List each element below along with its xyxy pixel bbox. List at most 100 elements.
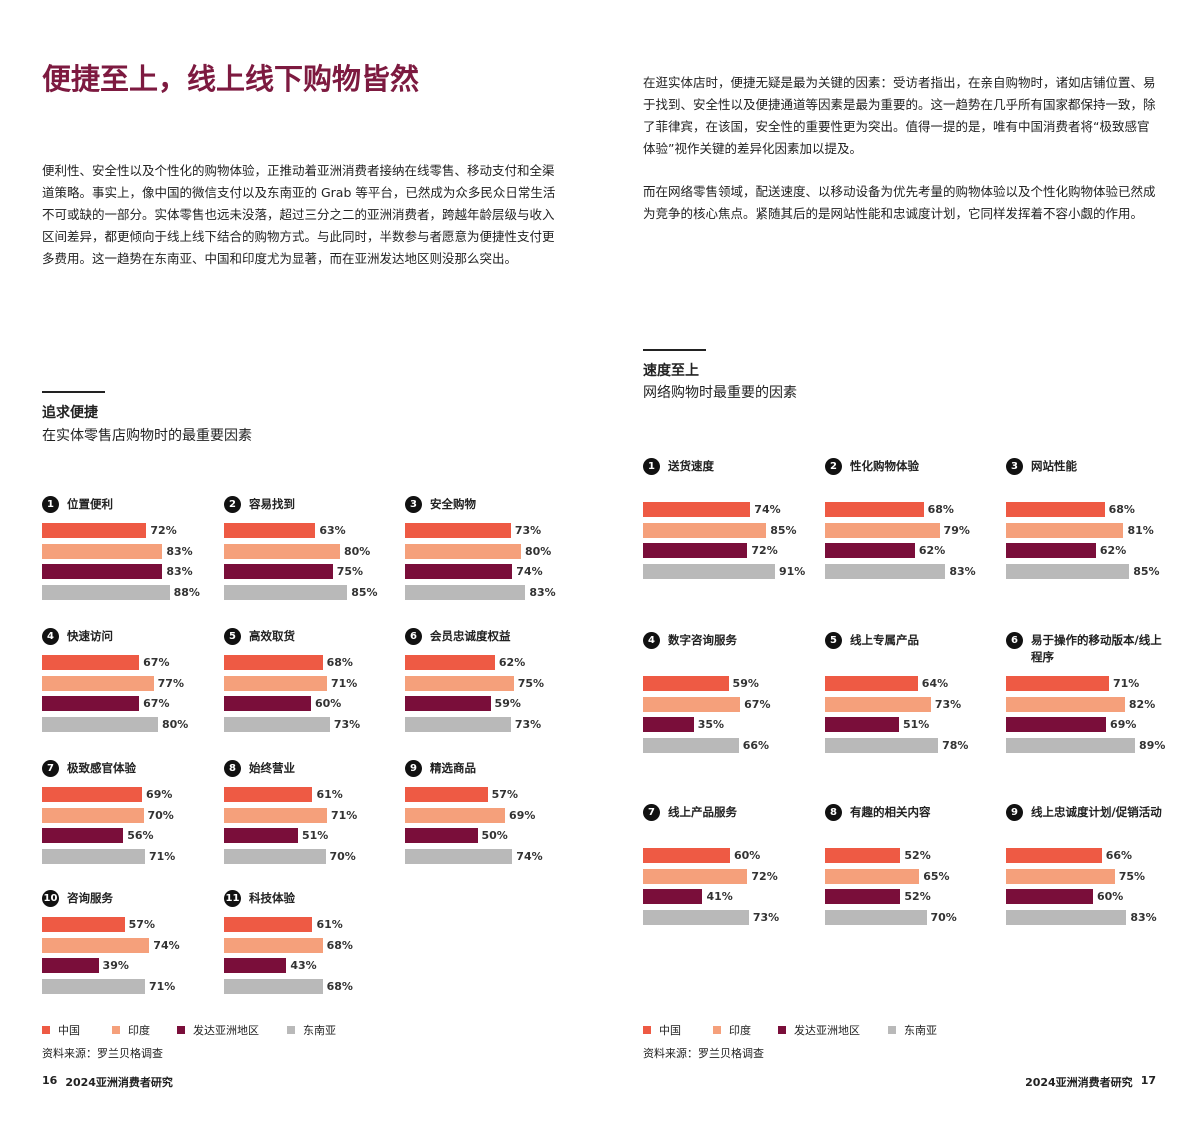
value-label: 64% <box>921 677 949 690</box>
legend-item: 东南亚 <box>888 1022 937 1038</box>
panel-header: 3 网站性能 <box>1006 458 1166 475</box>
panel-label: 送货速度 <box>668 459 714 473</box>
value-label: 74% <box>153 938 180 952</box>
bar <box>643 563 775 579</box>
panel-header: 6 易于操作的移动版本/线上程序 <box>1006 632 1166 666</box>
value-label: 74% <box>516 849 543 863</box>
value-label: 73% <box>514 717 542 731</box>
source: 资料来源：罗兰贝格调查 <box>643 1047 764 1060</box>
value-label: 70% <box>930 910 957 924</box>
bar <box>825 737 939 753</box>
panel-header: 7 极致感官体验 <box>42 760 202 777</box>
legend-label: 发达亚洲地区 <box>193 1024 259 1037</box>
bar <box>42 675 154 691</box>
bar <box>224 978 323 994</box>
legend-swatch <box>112 1026 120 1034</box>
value-label: 71% <box>148 979 176 993</box>
bar <box>405 675 514 691</box>
value-label: 41% <box>706 890 733 903</box>
bar <box>224 807 327 823</box>
footer: 2024亚洲消费者研究 17 <box>1025 1074 1156 1090</box>
bar <box>643 696 741 712</box>
bar <box>42 523 147 538</box>
value-label: 52% <box>904 849 931 862</box>
bar <box>42 584 170 600</box>
bar <box>1006 737 1136 753</box>
panel-number: 10 <box>42 890 59 907</box>
value-label: 69% <box>146 788 173 801</box>
value-label: 72% <box>751 869 778 883</box>
value-label: 67% <box>143 697 170 710</box>
value-label: 71% <box>330 676 358 690</box>
legend-label: 发达亚洲地区 <box>794 1024 860 1037</box>
panel-header: 5 线上专属产品 <box>825 632 985 649</box>
panel-label: 快速访问 <box>67 629 113 643</box>
panel-label: 数字咨询服务 <box>668 633 737 647</box>
paragraph: 便利性、安全性以及个性化的购物体验，正推动着亚洲消费者接纳在线零售、移动支付和全… <box>42 163 556 266</box>
panel-header: 3 安全购物 <box>405 496 565 513</box>
legend-label: 印度 <box>128 1024 150 1037</box>
value-label: 91% <box>778 564 806 578</box>
panel-header: 4 快速访问 <box>42 628 202 645</box>
bar <box>1006 889 1093 904</box>
legend-swatch <box>778 1026 786 1034</box>
value-label: 60% <box>734 849 761 862</box>
panel-label: 线上产品服务 <box>668 805 737 819</box>
panel-number: 9 <box>1006 804 1023 821</box>
value-label: 74% <box>516 565 543 578</box>
legend-swatch <box>287 1026 295 1034</box>
value-label: 61% <box>316 788 343 801</box>
chart-subtitle: 网络购物时最重要的因素 <box>643 385 797 401</box>
value-label: 85% <box>770 523 797 537</box>
bar <box>42 958 99 973</box>
page-number: 17 <box>1140 1074 1156 1087</box>
bar <box>405 543 521 559</box>
bar <box>1006 543 1096 558</box>
legend-label: 印度 <box>729 1024 751 1037</box>
bar <box>825 522 940 538</box>
value-label: 83% <box>949 564 976 578</box>
value-label: 75% <box>336 565 364 578</box>
bar <box>825 848 901 863</box>
legend-swatch <box>643 1026 651 1034</box>
value-label: 70% <box>329 849 356 863</box>
bar <box>405 807 506 823</box>
bar <box>42 564 163 579</box>
bar <box>1006 676 1109 691</box>
bar <box>1006 522 1124 538</box>
panel-header: 10 咨询服务 <box>42 890 202 907</box>
value-label: 63% <box>319 524 346 537</box>
panel-header: 1 送货速度 <box>643 458 803 475</box>
value-label: 52% <box>904 890 931 903</box>
bar <box>42 543 163 559</box>
value-label: 85% <box>1133 564 1160 578</box>
value-label: 68% <box>326 979 353 993</box>
panel-number: 7 <box>42 760 59 777</box>
bar <box>1006 563 1130 579</box>
value-label: 69% <box>1110 718 1137 731</box>
value-label: 89% <box>1139 738 1166 752</box>
value-label: 80% <box>162 717 189 731</box>
bar <box>224 523 316 538</box>
value-label: 68% <box>1108 503 1135 516</box>
bar <box>42 655 140 670</box>
panel-label: 有趣的相关内容 <box>850 805 931 819</box>
rule <box>42 391 105 393</box>
bar <box>825 676 918 691</box>
bar <box>224 828 298 843</box>
value-label: 71% <box>1112 677 1140 690</box>
panel-label: 易于操作的移动版本/线上程序 <box>1031 633 1162 664</box>
panel-number: 2 <box>224 496 241 513</box>
panel-number: 4 <box>42 628 59 645</box>
panel-label: 性化购物体验 <box>850 459 919 473</box>
legend-swatch <box>42 1026 50 1034</box>
value-label: 78% <box>942 738 969 752</box>
page-number: 16 <box>42 1074 58 1087</box>
value-label: 73% <box>333 717 361 731</box>
bar <box>224 655 323 670</box>
panel-label: 安全购物 <box>430 497 476 511</box>
panel-header: 2 性化购物体验 <box>825 458 985 475</box>
value-label: 51% <box>301 829 329 842</box>
panel-label: 精选商品 <box>430 761 476 775</box>
bar <box>224 543 340 559</box>
